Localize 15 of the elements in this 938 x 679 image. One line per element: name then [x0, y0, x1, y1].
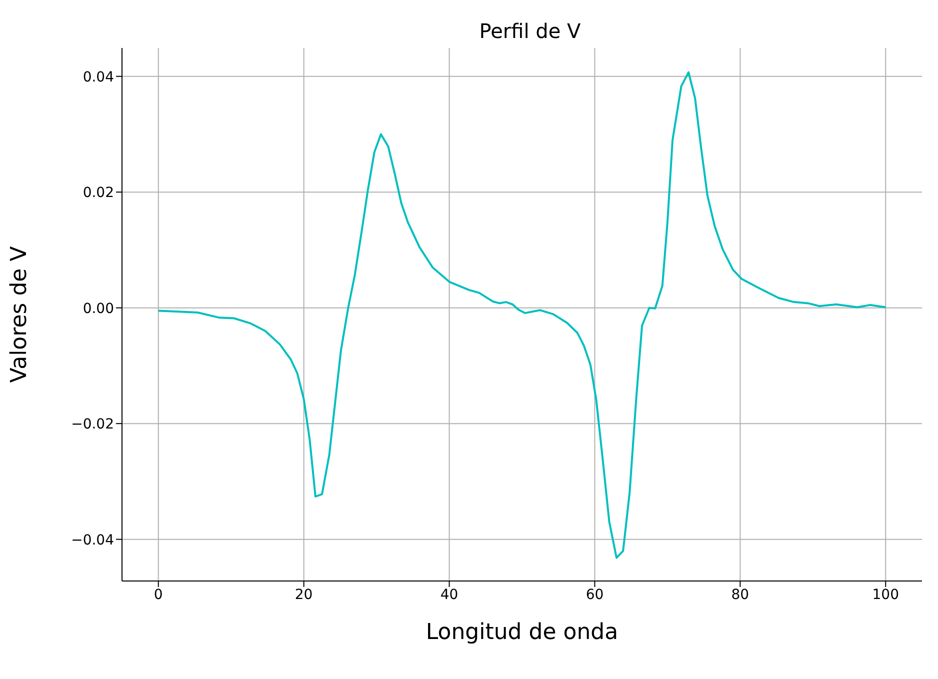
x-tick-label: 40: [440, 586, 458, 603]
y-axis-title: Valores de V: [6, 246, 32, 383]
y-tick-label: −0.04: [71, 532, 114, 548]
line-series: [157, 71, 887, 559]
y-tick-label: 0.02: [82, 185, 114, 202]
y-tick-label: 0.04: [82, 69, 114, 86]
x-tick-label: 0: [154, 586, 163, 603]
y-tick-label: −0.02: [71, 416, 114, 433]
chart-title: Perfil de V: [479, 19, 582, 43]
y-tick-label: 0.00: [82, 300, 114, 317]
x-axis-title: Longitud de onda: [426, 620, 618, 645]
x-tick-label: 60: [586, 586, 604, 603]
x-tick-label: 20: [294, 586, 313, 603]
x-tick-label: 100: [872, 586, 900, 603]
x-tick-label: 80: [731, 586, 750, 603]
